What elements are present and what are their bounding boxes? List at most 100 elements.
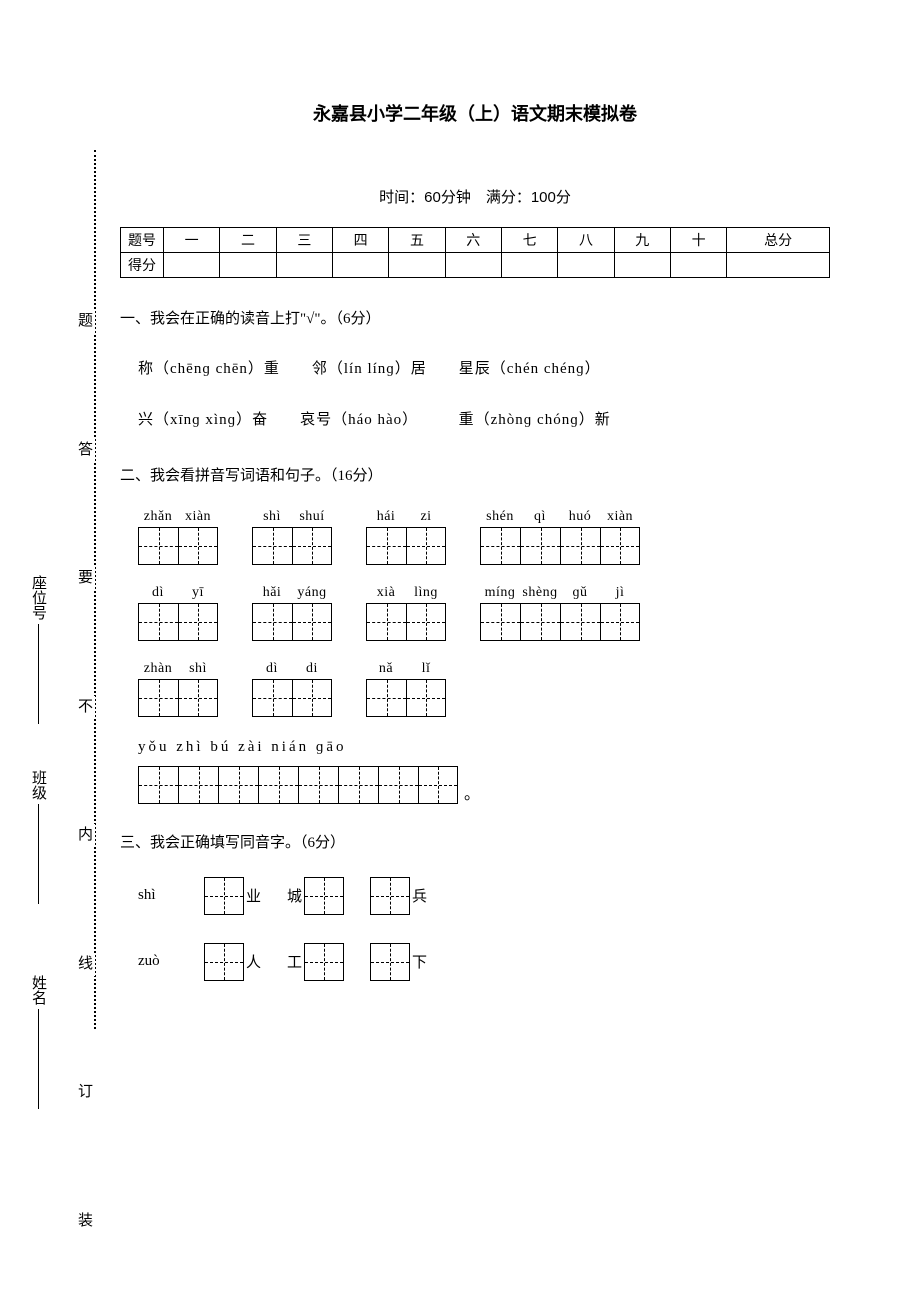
pinyin-group: hǎiyánɡ <box>252 585 332 641</box>
char-box <box>480 527 520 565</box>
score-col: 三 <box>276 228 332 253</box>
pinyin-cell: zi <box>406 509 446 525</box>
char-box <box>138 679 178 717</box>
char-box <box>252 603 292 641</box>
pinyin-cell: qì <box>520 509 560 525</box>
q2-sentence-pinyin: yǒu zhì bú zài nián ɡāo <box>138 739 830 756</box>
pinyin-cell: shènɡ <box>520 585 560 601</box>
char-box <box>292 679 332 717</box>
pinyin-group: zhǎnxiàn <box>138 509 218 565</box>
pinyin-group: nǎlǐ <box>366 661 446 717</box>
pinyin-cell: di <box>292 661 332 677</box>
q3-item: 下 <box>370 943 427 981</box>
q2-row: zhànshì dìdi nǎlǐ <box>138 661 830 717</box>
score-cell <box>670 253 726 278</box>
score-col: 六 <box>445 228 501 253</box>
q3-pinyin-label: shì <box>138 887 178 904</box>
char-box <box>406 679 446 717</box>
score-cell <box>501 253 557 278</box>
score-col: 一 <box>164 228 220 253</box>
period: 。 <box>464 780 480 804</box>
pinyin-cell: jì <box>600 585 640 601</box>
q1-line1: 称（chēnɡ chēn）重 邻（lín línɡ）居 星辰（chén chén… <box>138 353 830 386</box>
q3-item: 人 <box>204 943 261 981</box>
q3-row: shì业城兵 <box>138 877 830 915</box>
pinyin-cell: shuí <box>292 509 332 525</box>
q3-pinyin-label: zuò <box>138 953 178 970</box>
pinyin-cell: shì <box>178 661 218 677</box>
char-box <box>178 766 218 804</box>
score-col: 五 <box>389 228 445 253</box>
pinyin-cell: xià <box>366 585 406 601</box>
pinyin-group: shénqìhuóxiàn <box>480 509 640 565</box>
score-col: 总分 <box>727 228 830 253</box>
pinyin-group: shìshuí <box>252 509 332 565</box>
score-cell <box>276 253 332 278</box>
score-cell <box>558 253 614 278</box>
score-cell <box>220 253 276 278</box>
score-col: 九 <box>614 228 670 253</box>
q3-char: 城 <box>287 885 302 906</box>
char-box <box>378 766 418 804</box>
char-box <box>292 527 332 565</box>
pinyin-group: dìyī <box>138 585 218 641</box>
q3-char: 人 <box>246 951 261 972</box>
char-box <box>560 527 600 565</box>
char-box <box>138 603 178 641</box>
score-row-label: 得分 <box>121 253 164 278</box>
side-mark: 装 <box>74 1210 95 1233</box>
score-col: 二 <box>220 228 276 253</box>
char-box <box>406 527 446 565</box>
q3-item: 兵 <box>370 877 427 915</box>
pinyin-group: dìdi <box>252 661 332 717</box>
char-box <box>370 877 410 915</box>
score-table: 题号一二三四五六七八九十总分 得分 <box>120 227 830 278</box>
char-box <box>304 943 344 981</box>
score-col: 十 <box>670 228 726 253</box>
pinyin-cell: yī <box>178 585 218 601</box>
char-box <box>480 603 520 641</box>
char-box <box>418 766 458 804</box>
pinyin-cell: shén <box>480 509 520 525</box>
q3-row: zuò 人 工 下 <box>138 943 830 981</box>
score-cell <box>445 253 501 278</box>
char-box <box>338 766 378 804</box>
pinyin-cell: hǎi <box>252 585 292 601</box>
pinyin-cell: zhàn <box>138 661 178 677</box>
q1-line2: 兴（xīnɡ xìnɡ）奋 哀号（háo hào） 重（zhònɡ chónɡ）… <box>138 404 830 437</box>
q2-row: dìyīhǎiyánɡxiàlìnɡmínɡshènɡɡǔjì <box>138 585 830 641</box>
pinyin-cell: xiàn <box>178 509 218 525</box>
pinyin-cell: xiàn <box>600 509 640 525</box>
pinyin-group: zhànshì <box>138 661 218 717</box>
side-mark: 订 <box>74 1081 95 1104</box>
pinyin-group: háizi <box>366 509 446 565</box>
char-box <box>204 877 244 915</box>
q3-item: 工 <box>287 943 344 981</box>
pinyin-cell: huó <box>560 509 600 525</box>
pinyin-cell: shì <box>252 509 292 525</box>
exam-info: 时间：60分钟 满分：100分 <box>120 186 830 207</box>
q2-sentence-boxes: 。 <box>138 766 830 804</box>
char-box <box>204 943 244 981</box>
pinyin-cell: lìnɡ <box>406 585 446 601</box>
char-box <box>218 766 258 804</box>
char-box <box>178 527 218 565</box>
q3-item: 城 <box>287 877 344 915</box>
pinyin-cell: ɡǔ <box>560 585 600 601</box>
q2-heading: 二、我会看拼音写词语和句子。（16分） <box>120 465 830 488</box>
score-cell <box>614 253 670 278</box>
char-box <box>258 766 298 804</box>
pinyin-cell: hái <box>366 509 406 525</box>
char-box <box>520 527 560 565</box>
score-col-label: 题号 <box>121 228 164 253</box>
score-cell <box>164 253 220 278</box>
char-box <box>298 766 338 804</box>
char-box <box>292 603 332 641</box>
q1-heading: 一、我会在正确的读音上打"√"。（6分） <box>120 308 830 331</box>
q3-heading: 三、我会正确填写同音字。（6分） <box>120 832 830 855</box>
char-box <box>600 527 640 565</box>
char-box <box>366 679 406 717</box>
q3-char: 工 <box>287 951 302 972</box>
char-box <box>560 603 600 641</box>
char-box <box>252 527 292 565</box>
